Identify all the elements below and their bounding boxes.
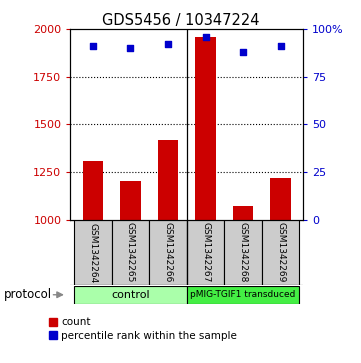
- Bar: [112, 220, 149, 285]
- Bar: [120, 180, 141, 220]
- Bar: [270, 178, 291, 220]
- Point: [165, 41, 171, 47]
- Point: [240, 49, 246, 55]
- Bar: [158, 139, 178, 220]
- Text: GDS5456 / 10347224: GDS5456 / 10347224: [102, 13, 259, 28]
- Bar: [233, 206, 253, 220]
- Text: GSM1342266: GSM1342266: [164, 223, 173, 283]
- Text: GSM1342264: GSM1342264: [88, 223, 97, 283]
- Bar: [187, 286, 300, 304]
- Text: GSM1342267: GSM1342267: [201, 223, 210, 283]
- Text: pMIG-TGIF1 transduced: pMIG-TGIF1 transduced: [191, 290, 296, 299]
- Bar: [74, 220, 112, 285]
- Text: GSM1342265: GSM1342265: [126, 223, 135, 283]
- Legend: count, percentile rank within the sample: count, percentile rank within the sample: [48, 317, 237, 340]
- Bar: [195, 37, 216, 220]
- Text: GSM1342269: GSM1342269: [276, 223, 285, 283]
- Text: protocol: protocol: [4, 288, 52, 301]
- Text: GSM1342268: GSM1342268: [239, 223, 248, 283]
- Point: [278, 43, 284, 49]
- Point: [127, 45, 133, 51]
- Bar: [149, 220, 187, 285]
- Bar: [83, 160, 103, 220]
- Bar: [187, 220, 225, 285]
- Bar: [74, 286, 187, 304]
- Bar: [225, 220, 262, 285]
- Point: [203, 34, 209, 40]
- Bar: [262, 220, 300, 285]
- Text: control: control: [111, 290, 150, 300]
- Point: [90, 43, 96, 49]
